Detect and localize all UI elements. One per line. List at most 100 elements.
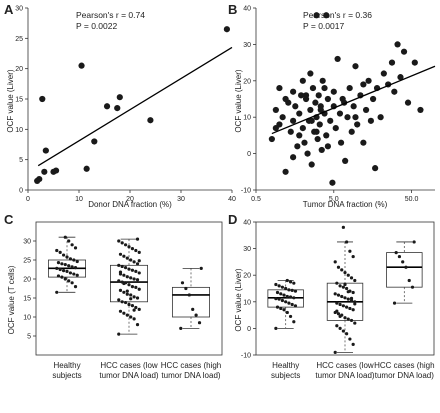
panel-d-box [386, 252, 423, 288]
panel-d-point [345, 286, 349, 291]
panel-b-point [352, 63, 359, 70]
panel-c-point [125, 292, 129, 296]
panel-d-point [293, 289, 298, 293]
panel-d-category-label: tumor DNA load) [315, 371, 374, 380]
panel-c-point [123, 300, 128, 305]
panel-c-point [68, 271, 73, 275]
panel-d-point [349, 296, 354, 300]
panel-b-point [352, 114, 359, 121]
panel-a-point [147, 117, 154, 124]
panel-b-point [327, 117, 334, 124]
panel-a-point [36, 175, 43, 183]
panel-d-point [275, 290, 280, 295]
panel-c-y-tick-label: 5 [27, 334, 31, 341]
panel-b-point [296, 110, 303, 117]
panel-b-point [367, 117, 375, 124]
panel-d-point [335, 281, 339, 285]
panel-b-point [400, 48, 408, 55]
panel-c-letter: C [4, 212, 14, 227]
panel-d-point [274, 297, 278, 301]
panel-b-point [307, 70, 314, 77]
panel-b-point [299, 77, 306, 84]
panel-d-point [338, 302, 342, 307]
panel-b-x-axis-label: Tumor DNA fraction (%) [303, 200, 388, 209]
panel-c-point [129, 258, 133, 262]
panel-d-point [280, 285, 285, 289]
panel-c-point [117, 332, 121, 336]
panel-c-point [73, 246, 78, 250]
panel-d-point [340, 268, 344, 272]
panel-a-point [83, 165, 90, 172]
panel-a-point [52, 167, 60, 174]
panel-b-point [365, 77, 372, 84]
panel-c-point [135, 323, 140, 327]
panel-c-point [61, 253, 66, 257]
panel-b-point [344, 114, 351, 121]
panel-d-point [333, 350, 337, 354]
panel-a-y-axis-label: OCF value (Liver) [6, 69, 15, 132]
panel-a: A Pearson's r = 0.74 P = 0.0022 Donor DN… [4, 2, 236, 209]
panel-a-x-tick-label: 40 [228, 196, 236, 203]
panel-a-x-tick-label: 0 [26, 196, 30, 203]
panel-a-point [41, 168, 48, 175]
panel-c-point [75, 273, 79, 277]
panel-c-point [117, 239, 121, 243]
panel-c-point [56, 274, 61, 278]
panel-d-point [341, 225, 345, 229]
panel-d-point [335, 301, 339, 305]
panel-d-y-tick-label: 20 [243, 273, 251, 280]
panel-b-point [276, 84, 283, 92]
panel-b-point [391, 88, 398, 95]
panel-b-point [307, 106, 314, 114]
panel-a-y-tick-label: 15 [15, 97, 23, 104]
panel-d-point [285, 310, 289, 315]
panel-c-point [73, 285, 78, 289]
panel-d-y-tick-label: -10 [241, 353, 251, 360]
panel-b-point [394, 41, 401, 48]
panel-b-point [397, 74, 404, 81]
panel-d-category-label: Healthy [272, 361, 299, 370]
panel-b-point [372, 165, 379, 172]
panel-b-point [346, 84, 353, 92]
panel-d-point [351, 254, 355, 259]
panel-c-point [194, 313, 198, 317]
panel-c-point [187, 293, 191, 297]
panel-d-point [335, 324, 339, 328]
panel-a-annotation-p: P = 0.0022 [76, 21, 117, 31]
panel-d-point [397, 254, 402, 259]
panel-d-category-label: HCC cases (low [316, 361, 374, 370]
panel-d-y-tick-label: 40 [243, 220, 251, 227]
panel-d-point [336, 312, 341, 316]
panel-d-point [284, 286, 288, 291]
panel-c-point [197, 321, 202, 325]
panel-d-point [277, 297, 281, 301]
panel-d-category-label: HCC cases (high [374, 361, 434, 370]
panel-c-point [56, 261, 61, 265]
panel-b-point [313, 12, 320, 19]
panel-d-point [343, 270, 347, 275]
panel-b-point [316, 121, 323, 128]
panel-b-point [321, 84, 328, 92]
panel-d-point [346, 317, 350, 321]
panel-c-point [127, 267, 131, 271]
panel-c-category-label: HCC cases (low [100, 361, 158, 370]
panel-d-point [288, 280, 293, 284]
panel-c-point [117, 279, 121, 283]
panel-d-point [341, 329, 345, 333]
panel-b-point [268, 135, 275, 143]
panel-b-point [314, 135, 321, 143]
panel-a-y-tick-label: 30 [15, 6, 23, 13]
panel-c-point [118, 252, 123, 256]
panel-d-y-tick-label: 30 [243, 246, 251, 253]
panel-b-point [324, 95, 332, 103]
panel-c-point [122, 273, 126, 277]
panel-b-point [315, 92, 322, 99]
panel-d-point [410, 285, 415, 289]
panel-c-point [68, 257, 73, 261]
panel-b-point [369, 95, 377, 103]
panel-d-point [353, 302, 357, 306]
panel-c-point [63, 262, 67, 267]
panel-c-point [129, 276, 133, 280]
panel-b-point [348, 128, 355, 135]
panel-d-point [333, 292, 337, 296]
